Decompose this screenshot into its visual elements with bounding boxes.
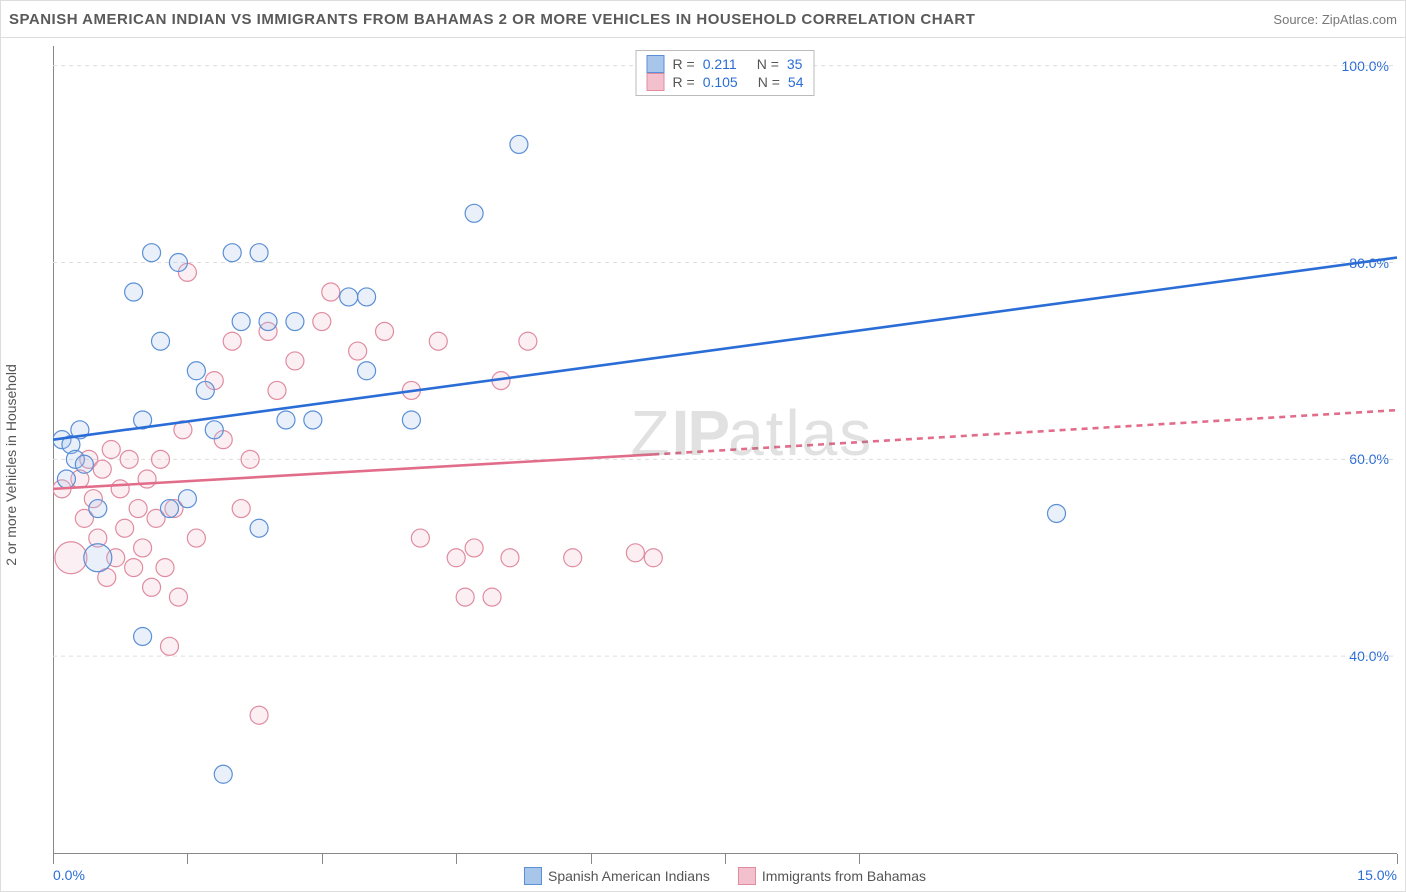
x-tick [725,854,726,864]
chart-container: 2 or more Vehicles in Household R = 0.21… [0,38,1406,892]
x-tick [456,854,457,864]
plot-area: R = 0.211 N = 35 R = 0.105 N = 54 ZIPatl… [53,46,1397,853]
legend-swatch-1 [647,55,665,73]
legend-row: R = 0.105 N = 54 [647,73,804,91]
series-2-label: Immigrants from Bahamas [762,868,926,884]
header-bar: SPANISH AMERICAN INDIAN VS IMMIGRANTS FR… [0,0,1406,38]
x-axis-label: 0.0% [53,867,85,883]
legend-row: R = 0.211 N = 35 [647,55,804,73]
legend-swatch-2b [738,867,756,885]
legend-item: Spanish American Indians [524,867,710,885]
series-1-label: Spanish American Indians [548,868,710,884]
series-legend: Spanish American Indians Immigrants from… [524,867,926,885]
y-axis-label: 2 or more Vehicles in Household [3,364,19,566]
legend-swatch-1b [524,867,542,885]
scatter-plot-svg [53,46,1397,853]
x-tick [187,854,188,864]
correlation-legend: R = 0.211 N = 35 R = 0.105 N = 54 [636,50,815,96]
x-axis-label: 15.0% [1357,867,1397,883]
x-axis: Spanish American Indians Immigrants from… [53,853,1397,891]
source-attribution: Source: ZipAtlas.com [1273,12,1397,27]
x-tick [322,854,323,864]
chart-title: SPANISH AMERICAN INDIAN VS IMMIGRANTS FR… [9,11,975,28]
legend-item: Immigrants from Bahamas [738,867,926,885]
x-tick [1397,854,1398,864]
legend-swatch-2 [647,73,665,91]
x-tick [591,854,592,864]
x-tick [859,854,860,864]
x-tick [53,854,54,864]
